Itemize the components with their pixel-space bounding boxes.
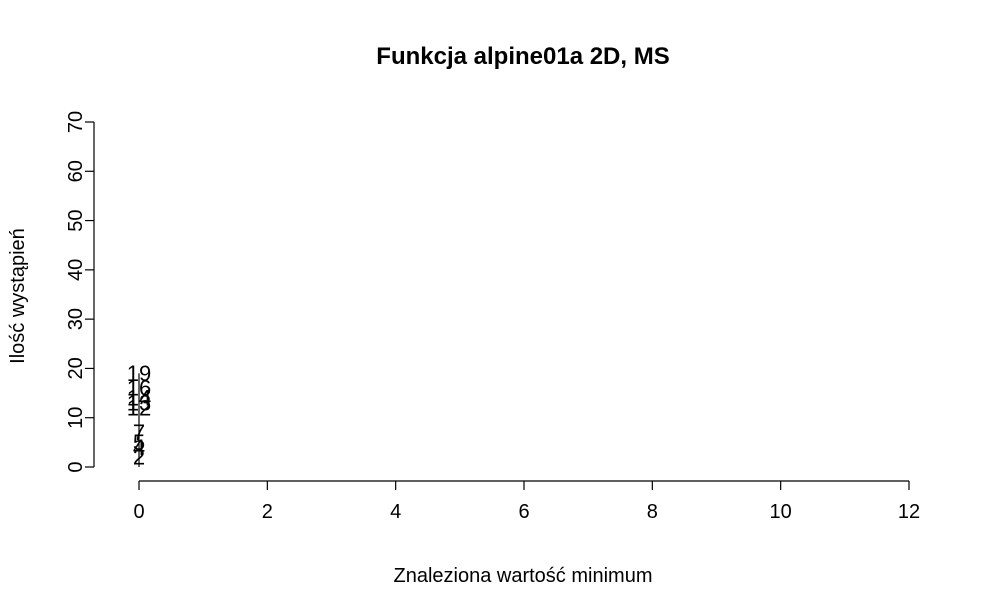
data-label: 13	[127, 390, 151, 415]
x-tick-label: 0	[133, 501, 144, 523]
data-label: 19	[127, 361, 151, 386]
data-label: 5	[133, 430, 145, 455]
x-tick-label: 8	[647, 501, 658, 523]
y-tick-label: 60	[65, 160, 87, 182]
data-label: 14	[127, 386, 151, 411]
y-tick-label: 0	[65, 461, 87, 472]
y-tick-label: 70	[65, 111, 87, 133]
x-tick-label: 12	[898, 501, 920, 523]
data-label: 4	[133, 435, 145, 460]
y-tick-label: 10	[65, 407, 87, 429]
x-axis-label: Znaleziona wartość minimum	[394, 565, 653, 587]
y-axis-label: Ilość wystąpień	[7, 228, 29, 364]
data-label: 7	[133, 420, 145, 445]
chart-title: Funkcja alpine01a 2D, MS	[376, 43, 669, 70]
x-tick-label: 4	[390, 501, 401, 523]
x-tick-label: 10	[770, 501, 792, 523]
y-tick-label: 50	[65, 209, 87, 231]
y-tick-label: 40	[65, 259, 87, 281]
x-tick-label: 6	[518, 501, 529, 523]
y-tick-label: 20	[65, 357, 87, 379]
data-label: 12	[127, 395, 151, 420]
y-tick-label: 30	[65, 308, 87, 330]
data-label: 16	[127, 376, 151, 401]
x-tick-label: 2	[262, 501, 273, 523]
data-label: 2	[133, 445, 145, 470]
